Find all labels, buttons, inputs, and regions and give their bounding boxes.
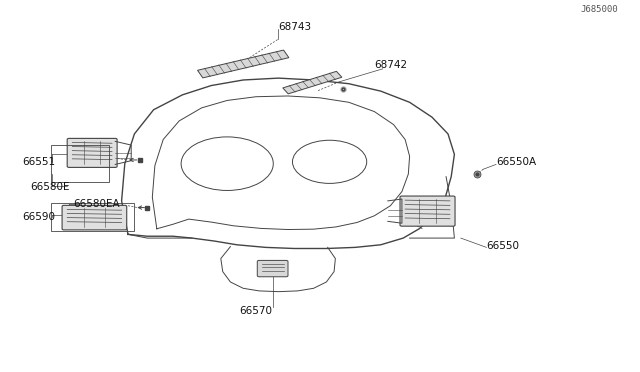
Text: 68743: 68743 <box>278 22 312 32</box>
Text: 66580EA: 66580EA <box>74 199 120 209</box>
FancyBboxPatch shape <box>62 205 127 230</box>
Bar <box>51 203 134 231</box>
Text: 68742: 68742 <box>374 60 408 70</box>
FancyBboxPatch shape <box>257 260 288 277</box>
FancyBboxPatch shape <box>67 138 117 167</box>
Text: 66551: 66551 <box>22 157 56 167</box>
Text: 66570: 66570 <box>239 306 273 315</box>
Text: 66590: 66590 <box>22 212 56 221</box>
Bar <box>51 145 109 182</box>
Text: J685000: J685000 <box>580 5 618 14</box>
Text: 66550A: 66550A <box>496 157 536 167</box>
Polygon shape <box>198 50 289 78</box>
Text: 66550: 66550 <box>486 241 520 250</box>
Polygon shape <box>283 71 342 94</box>
Text: 66580E: 66580E <box>31 182 70 192</box>
FancyBboxPatch shape <box>400 196 455 226</box>
